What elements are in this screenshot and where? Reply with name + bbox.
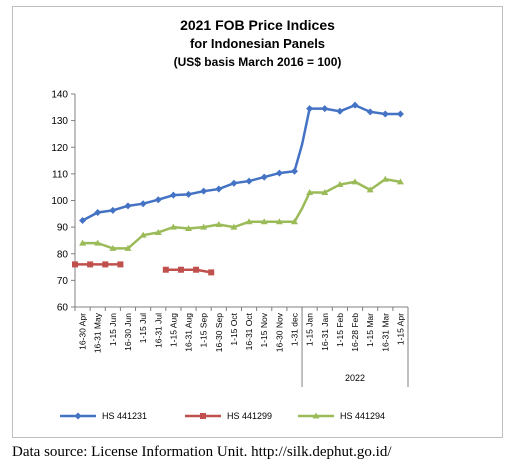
data-point bbox=[109, 206, 117, 214]
y-tick-label: 90 bbox=[57, 223, 69, 234]
x-category-label: 16-30 Jun bbox=[123, 313, 133, 351]
x-category-label: 1-15 Feb bbox=[335, 313, 345, 347]
chart-subtitle: for Indonesian Panels bbox=[189, 36, 326, 51]
legend-label: HS 441294 bbox=[340, 411, 385, 421]
x-category-label: 16-30 Nov bbox=[274, 312, 284, 352]
data-point bbox=[154, 196, 162, 204]
x-category-label: 16-30 Apr bbox=[78, 313, 88, 350]
data-point bbox=[336, 107, 344, 115]
data-point bbox=[185, 190, 193, 198]
data-point bbox=[306, 105, 314, 113]
legend-label: HS 441231 bbox=[102, 411, 147, 421]
data-source-note: Data source: License Information Unit. h… bbox=[12, 444, 392, 460]
data-point bbox=[139, 231, 147, 238]
data-point bbox=[169, 223, 177, 230]
data-point bbox=[275, 218, 283, 225]
x-category-label: 16-28 Feb bbox=[350, 313, 360, 352]
chart-plot: 60 70 80 90 100 110 120 130 140 16-30 Apr 16-31 Ma… bbox=[51, 90, 409, 421]
data-point bbox=[351, 101, 359, 109]
data-point bbox=[351, 178, 359, 185]
data-point bbox=[94, 208, 102, 216]
data-point bbox=[162, 266, 169, 273]
data-point bbox=[124, 244, 132, 251]
x-category-label: 1-15 Mar bbox=[365, 313, 375, 347]
data-point bbox=[117, 261, 124, 268]
x-category-label: 1-15 Oct bbox=[229, 312, 239, 345]
data-point bbox=[208, 269, 215, 276]
x-category-label: 1-31 dec bbox=[289, 312, 299, 346]
data-point bbox=[215, 220, 223, 227]
x-category-label: 16-31 Jan bbox=[320, 313, 330, 351]
x-category-label: 1-15 Jun bbox=[108, 313, 118, 346]
x-category-label: 1-15 Jul bbox=[138, 313, 148, 343]
x-category-label: 16-30 Sep bbox=[214, 313, 224, 352]
data-point bbox=[109, 244, 117, 251]
y-tick-label: 70 bbox=[57, 276, 69, 287]
data-point bbox=[102, 261, 109, 268]
data-point bbox=[200, 223, 208, 230]
series-line-2 bbox=[82, 177, 401, 250]
y-tick-label: 100 bbox=[51, 196, 68, 207]
series-line-0 bbox=[81, 103, 401, 222]
x-category-label: 1-15 Sep bbox=[199, 313, 209, 348]
x-category-label: 1-15 Nov bbox=[259, 312, 269, 347]
y-tick-label: 130 bbox=[51, 116, 68, 127]
legend-marker bbox=[312, 412, 320, 419]
data-point bbox=[200, 187, 208, 195]
data-point bbox=[245, 177, 253, 185]
data-point bbox=[275, 169, 283, 177]
x-category-label: 16-31 Oct bbox=[244, 312, 254, 350]
data-point bbox=[366, 186, 374, 193]
x-category-label: 1-15 Aug bbox=[168, 313, 178, 347]
y-tick-label: 120 bbox=[51, 143, 68, 154]
legend-marker bbox=[74, 412, 82, 420]
legend-marker bbox=[200, 413, 206, 419]
x-category-label: 1-15 Jan bbox=[305, 313, 315, 346]
y-tick-label: 80 bbox=[57, 249, 69, 260]
data-point bbox=[260, 173, 268, 181]
y-tick-label: 110 bbox=[52, 169, 68, 180]
data-point bbox=[245, 218, 253, 225]
data-point bbox=[94, 239, 102, 246]
data-point bbox=[154, 228, 162, 235]
data-point bbox=[177, 266, 184, 273]
data-point bbox=[169, 191, 177, 199]
data-point bbox=[87, 261, 94, 268]
data-point bbox=[79, 239, 87, 246]
x-category-label: 16-31 May bbox=[93, 312, 103, 353]
x-category-label: 16-31 Mar bbox=[380, 313, 390, 352]
data-point bbox=[396, 110, 404, 118]
x-category-label: 16-31 Aug bbox=[184, 313, 194, 352]
data-point bbox=[381, 175, 389, 182]
data-point bbox=[139, 200, 147, 208]
data-point bbox=[366, 108, 374, 116]
data-point bbox=[185, 224, 193, 231]
data-point bbox=[396, 178, 404, 185]
chart-title: 2021 FOB Price Indices bbox=[180, 17, 335, 33]
data-point bbox=[306, 189, 314, 196]
data-point bbox=[321, 189, 329, 196]
legend-label: HS 441299 bbox=[227, 411, 272, 421]
year-group-label: 2022 bbox=[345, 373, 365, 383]
data-point bbox=[230, 223, 238, 230]
data-point bbox=[336, 181, 344, 188]
data-point bbox=[290, 167, 298, 175]
y-tick-label: 140 bbox=[51, 90, 68, 101]
x-category-label: 16-31 Jul bbox=[153, 313, 163, 348]
data-point bbox=[215, 185, 223, 193]
x-category-label: 1-15 Apr bbox=[395, 313, 405, 345]
data-point bbox=[381, 110, 389, 118]
data-point bbox=[124, 202, 132, 210]
data-point bbox=[321, 105, 329, 113]
data-point bbox=[290, 218, 298, 225]
y-tick-label: 60 bbox=[57, 303, 69, 314]
data-point bbox=[79, 216, 87, 224]
data-point bbox=[260, 218, 268, 225]
data-point bbox=[193, 266, 200, 273]
chart-basis-note: (US$ basis March 2016 = 100) bbox=[173, 55, 342, 69]
data-point bbox=[230, 179, 238, 187]
series-line-1 bbox=[165, 268, 212, 274]
data-point bbox=[72, 261, 78, 268]
